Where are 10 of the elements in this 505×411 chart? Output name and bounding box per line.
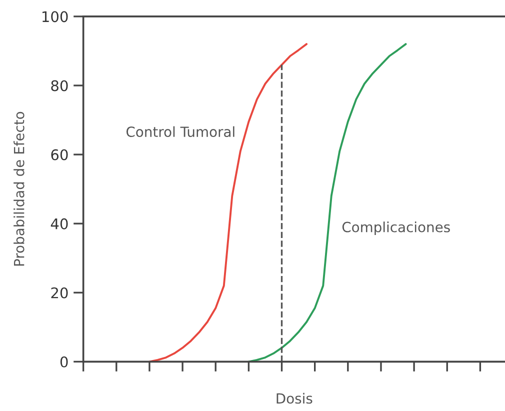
y-tick-label: 100	[42, 11, 68, 22]
y-axis-title: Probabilidad de Efecto	[14, 112, 24, 266]
y-tick-label: 0	[60, 356, 68, 368]
y-tick-label: 20	[51, 287, 68, 298]
series-label: Complicaciones	[342, 222, 450, 235]
y-tick-label: 40	[50, 218, 68, 230]
y-tick-label: 60	[51, 149, 68, 160]
x-axis-title: Dosis	[276, 392, 312, 404]
series-label: Control Tumoral	[126, 126, 234, 138]
y-tick-label: 80	[51, 80, 68, 92]
